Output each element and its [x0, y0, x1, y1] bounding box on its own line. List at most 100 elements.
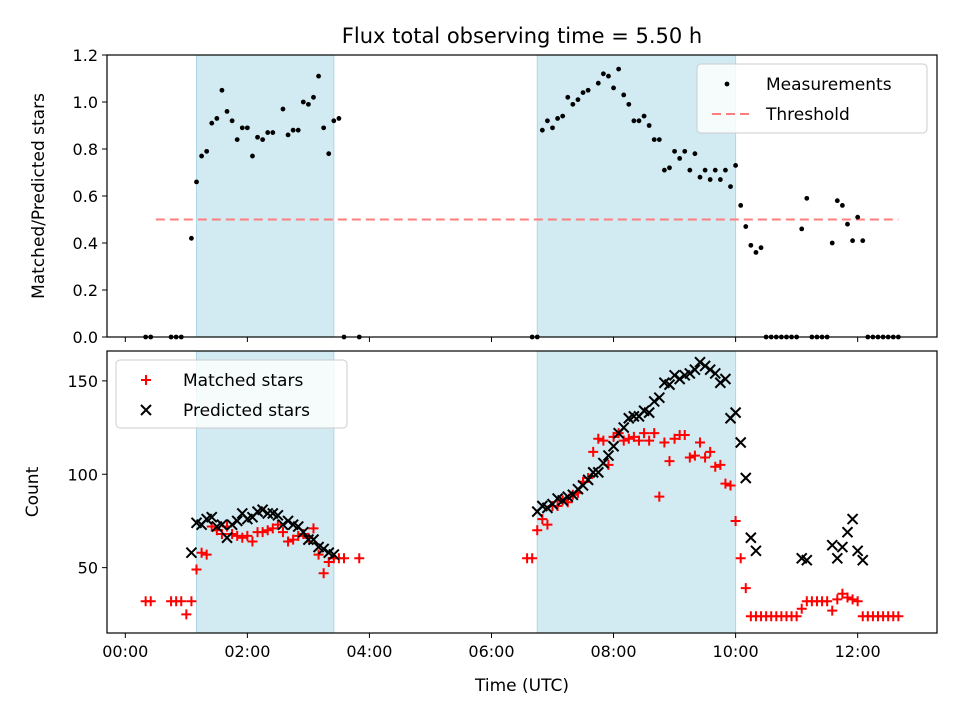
bottom-data-point — [267, 523, 278, 534]
bottom-data-point — [695, 437, 706, 448]
legend-predicted-stars-marker — [140, 404, 152, 416]
bottom-shaded-interval — [536, 350, 737, 634]
bottom-data-point — [628, 410, 640, 423]
top-data-point — [707, 177, 713, 182]
bottom-data-point — [827, 605, 838, 616]
bottom-data-point — [527, 553, 538, 564]
top-data-point — [326, 151, 332, 157]
bottom-data-point — [801, 554, 813, 566]
bottom-data-point — [247, 536, 258, 547]
top-y-tick-label: 0.4 — [73, 234, 98, 253]
bottom-data-point — [242, 530, 253, 541]
top-data-point — [565, 94, 571, 100]
bottom-data-point — [582, 474, 594, 486]
legend-threshold-label: Threshold — [765, 105, 850, 125]
top-y-tick-label: 0.2 — [73, 281, 98, 300]
top-legend: Measurements Threshold — [696, 63, 928, 134]
top-data-point — [651, 137, 657, 143]
bottom-data-point — [181, 609, 192, 620]
top-chart-y-axis-label: Matched/Predicted stars — [29, 93, 49, 299]
bottom-data-point — [796, 603, 807, 614]
bottom-data-point — [272, 519, 283, 530]
top-data-point — [646, 123, 652, 128]
bottom-data-point — [221, 532, 233, 544]
bottom-data-point — [669, 433, 680, 444]
top-data-point — [728, 184, 733, 190]
bottom-data-point — [602, 449, 615, 462]
bottom-data-point — [710, 461, 721, 472]
bottom-data-point — [587, 466, 599, 479]
bottom-data-point — [644, 435, 655, 446]
bottom-data-point — [206, 511, 218, 523]
top-data-point — [692, 151, 698, 157]
bottom-data-point — [186, 596, 197, 607]
top-data-point — [626, 101, 632, 107]
top-legend-box — [696, 63, 928, 134]
bottom-data-point — [288, 534, 299, 545]
bottom-data-point — [649, 428, 660, 439]
bottom-data-point — [684, 452, 695, 463]
bottom-data-point — [262, 507, 274, 520]
bottom-data-point — [735, 553, 746, 564]
bottom-data-point — [740, 472, 752, 484]
top-data-point — [855, 214, 861, 220]
top-data-point — [209, 120, 215, 126]
x-tick-label: 10:00 — [713, 642, 759, 661]
bottom-data-point — [542, 519, 553, 530]
top-data-point — [702, 167, 708, 173]
bottom-legend-box — [115, 359, 348, 429]
top-data-point — [606, 73, 611, 79]
top-data-point — [804, 195, 810, 201]
bottom-data-point — [745, 532, 757, 544]
bottom-data-point — [231, 515, 243, 527]
bottom-data-point — [719, 373, 732, 385]
bottom-data-point — [318, 568, 329, 579]
bottom-data-point — [196, 547, 207, 558]
top-data-point — [219, 87, 225, 93]
bottom-data-point — [700, 452, 711, 463]
legend-measurements-marker — [724, 81, 730, 87]
legend-matched-stars-label: Matched stars — [183, 371, 303, 391]
bottom-data-point — [272, 509, 284, 522]
bottom-data-point — [663, 378, 676, 391]
top-data-point — [595, 80, 601, 86]
top-data-point — [631, 118, 637, 124]
top-data-point — [224, 109, 230, 114]
x-tick-label: 06:00 — [468, 642, 514, 661]
top-data-point — [285, 132, 291, 138]
bottom-chart-panel: 50 100 150 00:00 02:00 04:00 06:00 08:00 10:00 12… — [67, 350, 938, 661]
top-data-point — [555, 116, 561, 121]
bottom-data-point — [841, 526, 854, 538]
legend-matched-stars-marker — [141, 375, 151, 385]
bottom-data-point — [720, 478, 731, 489]
top-data-point — [331, 118, 337, 124]
top-data-point — [539, 127, 545, 133]
bottom-data-point — [639, 428, 650, 439]
top-data-point — [733, 163, 739, 168]
bottom-data-point — [328, 548, 340, 561]
bottom-data-point — [283, 536, 294, 547]
bottom-data-point — [237, 532, 248, 543]
bottom-data-point — [791, 611, 802, 622]
top-data-point — [270, 130, 276, 135]
top-data-point — [239, 125, 245, 131]
top-data-point — [336, 116, 342, 121]
top-chart-title: Flux total observing time = 5.50 h — [342, 24, 702, 48]
top-data-point — [316, 73, 321, 79]
top-data-point — [611, 85, 616, 91]
bottom-data-point — [623, 433, 634, 444]
bottom-data-point — [826, 539, 838, 551]
top-data-point — [244, 125, 250, 131]
bottom-y-tick-label: 50 — [78, 559, 98, 578]
top-data-point — [641, 113, 647, 119]
bottom-data-point — [597, 457, 610, 469]
top-chart-panel: 0.0 0.2 0.4 0.6 0.8 1.0 1.2 Measurements Thresho… — [73, 46, 938, 347]
top-data-point — [214, 116, 220, 121]
top-y-tick-label: 1.2 — [73, 46, 98, 65]
bottom-data-point — [679, 430, 690, 441]
bottom-data-point — [297, 526, 310, 538]
top-data-point — [799, 226, 805, 232]
bottom-y-tick-label: 150 — [67, 372, 98, 391]
